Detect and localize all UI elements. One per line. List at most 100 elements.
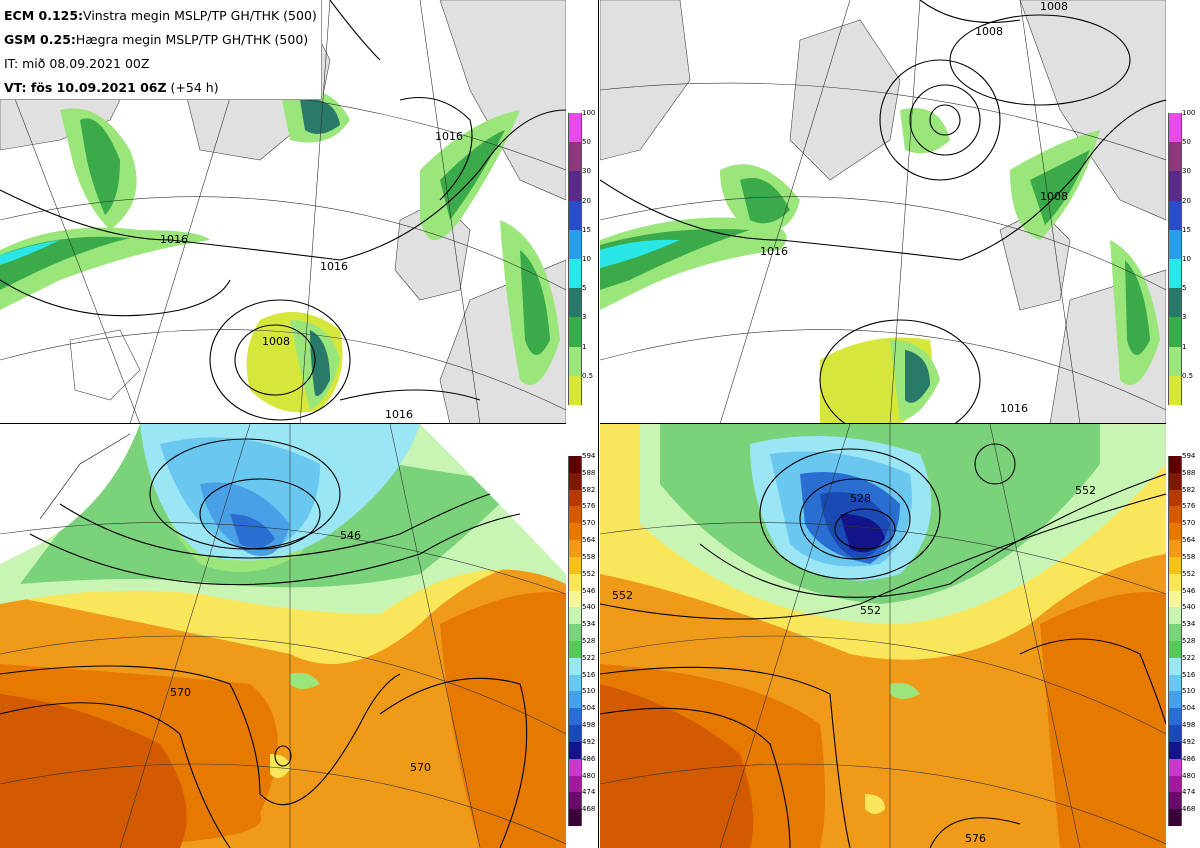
- colorbar-tick-label: 570: [1182, 519, 1196, 528]
- colorbar-cell: [1168, 489, 1182, 507]
- isobar-label: 1016: [160, 233, 188, 246]
- colorbar-cell: [568, 317, 582, 347]
- colorbar-cell: [568, 674, 582, 692]
- colorbar-tick-label: 510: [582, 687, 596, 696]
- panel-divider: [598, 0, 599, 848]
- colorbar-tick-label: 564: [1182, 536, 1196, 545]
- colorbar-cell: [568, 456, 582, 473]
- colorbar-cell: [568, 809, 582, 826]
- colorbar-cell: [1168, 809, 1182, 826]
- colorbar-tick-label: 5: [582, 284, 587, 293]
- thickness-colorbar: 594 588 582 576 570 564 558 552 546 540 534 528 522 5…: [568, 453, 595, 826]
- colorbar-cell: [568, 792, 582, 810]
- panel-divider: [600, 423, 1166, 424]
- colorbar-cell: [1168, 607, 1182, 625]
- isoline-label: 576: [965, 832, 986, 845]
- colorbar-cell: [568, 472, 582, 490]
- colorbar-cell: [1168, 691, 1182, 709]
- colorbar-tick-label: 100: [1182, 109, 1196, 117]
- gsm-mslp-precip-map: 1008 1008 1016 1008 1016: [600, 0, 1166, 424]
- colorbar-tick-label: 480: [1182, 771, 1196, 780]
- isobar-label: 1016: [760, 245, 788, 258]
- colorbar-tick-label: 552: [582, 569, 596, 578]
- colorbar-cell: [1168, 573, 1182, 591]
- colorbar-cell: [568, 708, 582, 726]
- colorbar-cell: [1168, 259, 1182, 289]
- colorbar-tick-label: 594: [1182, 452, 1196, 460]
- colorbar-tick-label: 516: [582, 670, 596, 679]
- colorbar-cell: [568, 540, 582, 557]
- colorbar-tick-label: 558: [582, 552, 596, 561]
- colorbar-tick-label: 492: [1182, 737, 1196, 746]
- colorbar-tick-label: 534: [1182, 620, 1196, 629]
- colorbar-cell: [1168, 506, 1182, 524]
- colorbar-cell: [1168, 758, 1182, 776]
- isobar-label: 1016: [1000, 402, 1028, 415]
- colorbar-cell: [1168, 317, 1182, 347]
- colorbar-cell: [1168, 472, 1182, 490]
- colorbar-cell: [568, 200, 582, 230]
- colorbar-tick-label: 486: [582, 754, 596, 763]
- colorbar-tick-label: 15: [582, 225, 591, 234]
- isobar-label: 1008: [1040, 190, 1068, 203]
- colorbar-tick-label: 504: [582, 704, 596, 713]
- colorbar-cell: [1168, 456, 1182, 473]
- isobar-label: 1008: [975, 25, 1003, 38]
- colorbar-tick-label: 1: [1182, 342, 1187, 351]
- colorbar-cell: [568, 775, 582, 793]
- colorbar-cell: [568, 590, 582, 608]
- colorbar-tick-label: 570: [582, 519, 596, 528]
- colorbar-tick-label: 474: [582, 788, 596, 797]
- colorbar-tick-label: 10: [582, 255, 591, 263]
- colorbar-tick-label: 3: [582, 313, 587, 322]
- colorbar-tick-label: 10: [1182, 255, 1191, 263]
- colorbar-tick-label: 20: [1182, 196, 1191, 205]
- colorbar-tick-label: 582: [1182, 485, 1196, 494]
- colorbar-cell: [1168, 288, 1182, 318]
- colorbar-tick-label: 486: [1182, 754, 1196, 763]
- colorbar-tick-label: 576: [582, 502, 596, 511]
- colorbar-cell: [1168, 540, 1182, 557]
- colorbar-cell: [1168, 171, 1182, 201]
- colorbar-tick-label: 516: [1182, 670, 1196, 679]
- info-line-3: IT: mið 08.09.2021 00Z: [4, 56, 150, 71]
- colorbar-cell: [1168, 375, 1182, 405]
- colorbar-tick-label: 474: [1182, 788, 1196, 797]
- colorbar-cell: [568, 375, 582, 405]
- panel-divider: [0, 423, 566, 424]
- colorbar-tick-label: 5: [1182, 284, 1187, 293]
- colorbar-tick-label: 522: [582, 653, 596, 662]
- colorbar-cell: [568, 113, 582, 143]
- isoline-label: 570: [410, 761, 431, 774]
- colorbar-cell: [568, 229, 582, 259]
- colorbar-tick-label: 576: [1182, 502, 1196, 511]
- colorbar-cell: [568, 573, 582, 591]
- colorbar-cell: [1168, 556, 1182, 574]
- isoline-label: 552: [1075, 484, 1096, 497]
- colorbar-tick-label: 546: [1182, 586, 1196, 595]
- colorbar-cell: [568, 171, 582, 201]
- colorbar-tick-label: 552: [1182, 569, 1196, 578]
- colorbar-cell: [1168, 590, 1182, 608]
- info-line-4: VT: fös 10.09.2021 06Z (+54 h): [4, 80, 219, 95]
- colorbar-cell: [568, 641, 582, 658]
- colorbar-cell: [568, 741, 582, 759]
- colorbar-tick-label: 558: [1182, 552, 1196, 561]
- colorbar-tick-label: 20: [582, 196, 591, 205]
- isobar-label: 1016: [435, 130, 463, 143]
- colorbar-tick-label: 100: [582, 109, 596, 117]
- colorbar-tick-label: 588: [1182, 468, 1196, 477]
- colorbar-tick-label: 480: [582, 771, 596, 780]
- colorbar-tick-label: 594: [582, 452, 596, 460]
- colorbar-tick-label: 492: [582, 737, 596, 746]
- thickness-colorbar: 594 588 582 576 570 564 558 552 546 540 534 528 522 5…: [1168, 453, 1195, 826]
- isoline-label: 570: [170, 686, 191, 699]
- colorbar-tick-label: 528: [1182, 637, 1196, 645]
- colorbar-cell: [568, 657, 582, 675]
- colorbar-tick-label: 0.5: [582, 371, 594, 380]
- colorbar-tick-label: 540: [1182, 603, 1196, 612]
- colorbar-cell: [1168, 725, 1182, 742]
- colorbar-cell: [568, 288, 582, 318]
- colorbar-cell: [1168, 741, 1182, 759]
- isoline-label: 546: [340, 529, 361, 542]
